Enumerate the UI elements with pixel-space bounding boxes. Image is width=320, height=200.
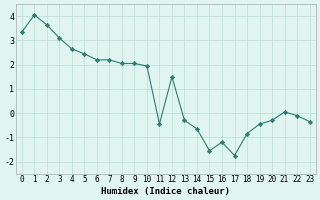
X-axis label: Humidex (Indice chaleur): Humidex (Indice chaleur) [101, 187, 230, 196]
